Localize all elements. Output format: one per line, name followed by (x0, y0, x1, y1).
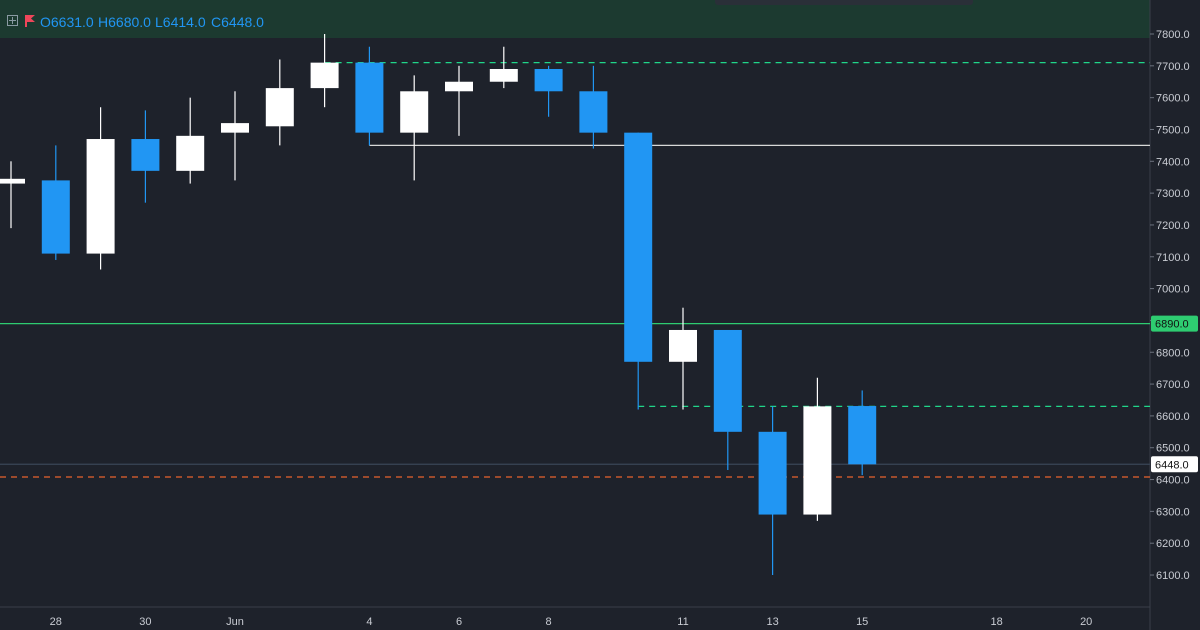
y-tick-label: 6200.0 (1156, 538, 1190, 550)
ohlc-high: H6680.0 (98, 14, 151, 30)
ohlc-close: C6448.0 (211, 14, 264, 30)
price-axis[interactable] (1150, 0, 1200, 630)
candle-body[interactable] (713, 329, 742, 432)
open-value: 6631.0 (50, 14, 94, 30)
close-value: 6448.0 (221, 14, 264, 30)
price-label: 6448.0 (1155, 459, 1189, 471)
price-label-box (1151, 456, 1198, 473)
x-tick-label: 4 (366, 616, 372, 628)
x-tick-label: 28 (50, 616, 62, 628)
candle-body[interactable] (0, 178, 25, 184)
ohlc-open: O6631.0 (40, 14, 94, 30)
candle-body[interactable] (176, 135, 205, 171)
y-tick-label: 7700.0 (1156, 61, 1190, 73)
y-tick-label: 6100.0 (1156, 570, 1190, 582)
x-tick-label: 18 (990, 616, 1002, 628)
candle-body[interactable] (265, 88, 294, 127)
y-tick-label: 7300.0 (1156, 188, 1190, 200)
high-value: 6680.0 (108, 14, 151, 30)
candle-body[interactable] (41, 180, 70, 254)
y-tick-label: 7200.0 (1156, 220, 1190, 232)
y-tick-label: 6800.0 (1156, 347, 1190, 359)
candle-body[interactable] (355, 62, 384, 133)
y-tick-label: 6700.0 (1156, 379, 1190, 391)
y-tick-label: 6300.0 (1156, 506, 1190, 518)
candle-body[interactable] (669, 329, 697, 362)
candle-body[interactable] (221, 123, 249, 133)
high-label: H (98, 14, 109, 30)
x-tick-label: 20 (1080, 616, 1092, 628)
candle-body[interactable] (489, 69, 518, 82)
candle-body[interactable] (310, 62, 339, 89)
header-tab-handle[interactable] (715, 0, 973, 5)
price-label-box (1151, 315, 1198, 332)
y-tick-label: 7400.0 (1156, 156, 1190, 168)
candle-body[interactable] (803, 406, 832, 515)
y-tick-label: 6600.0 (1156, 411, 1190, 423)
x-tick-label: 15 (856, 616, 868, 628)
y-tick-label: 7500.0 (1156, 124, 1190, 136)
candle-body[interactable] (758, 431, 787, 515)
candle-body[interactable] (400, 91, 429, 133)
y-tick-label: 7800.0 (1156, 29, 1190, 41)
candle-body[interactable] (534, 69, 563, 92)
chart-header: O6631.0 H6680.0 L6414.0 C6448.0 (0, 0, 1150, 38)
candle-body[interactable] (848, 406, 877, 465)
y-tick-label: 7600.0 (1156, 93, 1190, 105)
ohlc-low: L6414.0 (155, 14, 206, 30)
x-tick-label: 13 (766, 616, 778, 628)
x-tick-label: 8 (546, 616, 552, 628)
low-label: L (155, 14, 163, 30)
open-label: O (40, 14, 51, 30)
flag-icon[interactable] (24, 15, 36, 27)
candle-body[interactable] (131, 139, 160, 171)
candle-body[interactable] (86, 139, 115, 254)
close-label: C (211, 14, 222, 30)
candle-body[interactable] (579, 91, 608, 133)
low-value: 6414.0 (162, 14, 206, 30)
y-tick-label: 6500.0 (1156, 443, 1190, 455)
x-tick-label: 30 (139, 616, 151, 628)
x-tick-label: 11 (677, 616, 688, 628)
x-tick-label: 6 (456, 616, 462, 628)
y-tick-label: 7100.0 (1156, 252, 1190, 264)
expand-icon[interactable] (7, 15, 18, 26)
y-tick-label: 7000.0 (1156, 284, 1190, 296)
y-tick-label: 6400.0 (1156, 475, 1190, 487)
candle-body[interactable] (445, 81, 473, 92)
candle-body[interactable] (624, 132, 653, 362)
x-tick-label: Jun (226, 616, 244, 628)
price-label: 6890.0 (1155, 319, 1189, 331)
